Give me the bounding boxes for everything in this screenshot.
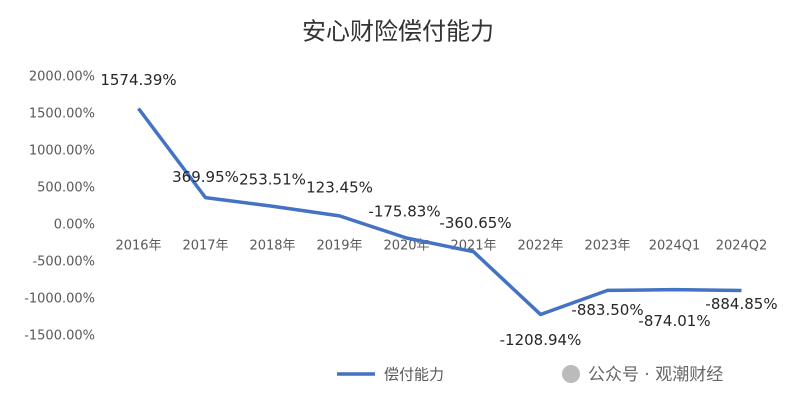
- y-tick-label: 2000.00%: [29, 70, 95, 85]
- data-label: 1574.39%: [100, 71, 176, 89]
- data-label: -874.01%: [638, 312, 710, 330]
- x-tick-label: 2024Q2: [716, 239, 768, 254]
- y-tick-label: -500.00%: [32, 255, 95, 270]
- y-tick-label: 0.00%: [54, 218, 95, 233]
- watermark-icon: [562, 365, 580, 383]
- x-tick-label: 2022年: [517, 239, 563, 254]
- y-tick-label: 500.00%: [37, 181, 95, 196]
- chart-title: 安心财险偿付能力: [302, 18, 494, 46]
- watermark: 公众号 · 观潮财经: [562, 365, 723, 385]
- data-label: -360.65%: [439, 214, 511, 232]
- data-label: 123.45%: [306, 178, 373, 196]
- data-label: 253.51%: [239, 171, 306, 189]
- x-tick-label: 2016年: [115, 239, 161, 254]
- data-label: -884.85%: [705, 295, 777, 313]
- data-label: -1208.94%: [500, 331, 582, 349]
- x-tick-label: 2023年: [584, 239, 630, 254]
- x-tick-label: 2018年: [249, 239, 295, 254]
- legend-label: 偿付能力: [384, 366, 444, 384]
- watermark-text: 公众号 · 观潮财经: [588, 365, 723, 385]
- line: [137, 107, 742, 317]
- y-tick-label: -1000.00%: [24, 292, 95, 307]
- x-tick-label: 2024Q1: [649, 239, 701, 254]
- y-tick-label: -1500.00%: [24, 329, 95, 344]
- data-label: -175.83%: [368, 203, 440, 221]
- y-tick-label: 1500.00%: [29, 107, 95, 122]
- x-tick-label: 2019年: [316, 239, 362, 254]
- y-tick-label: 1000.00%: [29, 144, 95, 159]
- data-label: -883.50%: [571, 301, 643, 319]
- x-tick-label: 2017年: [182, 239, 228, 254]
- data-label: 369.95%: [172, 168, 239, 186]
- x-tick-label: 2020年: [383, 239, 429, 254]
